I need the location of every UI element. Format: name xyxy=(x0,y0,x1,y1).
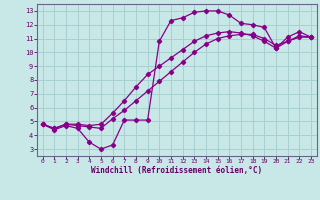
X-axis label: Windchill (Refroidissement éolien,°C): Windchill (Refroidissement éolien,°C) xyxy=(91,166,262,175)
